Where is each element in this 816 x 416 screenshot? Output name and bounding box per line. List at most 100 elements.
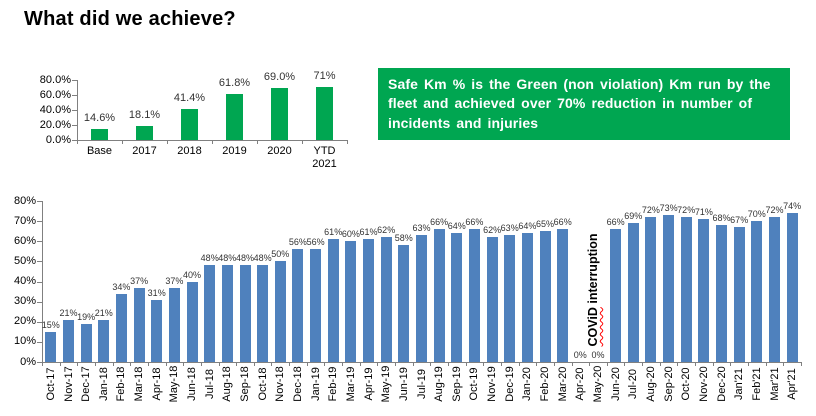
x-axis-label: Oct-17	[44, 367, 57, 401]
x-axis-label: Dec-19	[503, 366, 516, 402]
bar-value-label: 66%	[553, 217, 572, 228]
x-axis-label: Apr'21	[786, 368, 799, 400]
x-axis-label: Jan-19	[309, 367, 322, 401]
x-axis-label: Mar-20	[556, 366, 569, 402]
annual-safe-km-chart: 0.0% 20.0% 40.0% 60.0% 80.0% 14.6% Base 18.1% 20…	[30, 64, 360, 182]
x-axis-label: May-19	[380, 365, 393, 403]
bar	[645, 217, 657, 362]
callout-box: Safe Km % is the Green (non violation) K…	[378, 68, 790, 140]
x-axis-label: Jan-18	[97, 367, 110, 401]
x-tick	[695, 362, 696, 366]
x-axis-label: Mar-18	[133, 366, 146, 402]
x-tick	[412, 362, 414, 366]
x-tick	[306, 362, 308, 366]
x-axis-label: 2017	[132, 145, 157, 157]
x-axis-label: 2018	[177, 145, 202, 157]
bar	[80, 323, 92, 362]
bar-value-label: 48%	[200, 253, 219, 264]
y-axis-label: 0.0%	[45, 133, 71, 146]
x-tick	[730, 362, 732, 366]
bar-value-label: 34%	[112, 281, 131, 292]
bar-value-label: 66%	[606, 217, 625, 228]
x-axis-label: Nov-19	[486, 366, 499, 402]
y-axis-label: 70%	[13, 214, 36, 227]
x-tick	[77, 362, 79, 366]
bar-value-label: 63%	[412, 223, 431, 234]
x-tick	[130, 362, 132, 366]
bar-value-label: 41.4%	[173, 92, 206, 104]
x-axis-label: May-18	[168, 365, 181, 403]
x-tick	[147, 362, 149, 366]
covid-annotation: COViD interruption	[586, 233, 601, 347]
x-tick	[589, 362, 591, 366]
x-axis-label: Jun-18	[186, 367, 198, 401]
bar-value-label: 64%	[447, 221, 466, 232]
bar-value-label: 60%	[341, 229, 360, 240]
bar	[226, 93, 243, 140]
bar-value-label: 73%	[659, 203, 678, 214]
x-tick	[302, 140, 303, 144]
y-axis-label: 80%	[13, 194, 36, 207]
bar	[751, 221, 763, 362]
y-axis-line	[42, 201, 43, 362]
y-tick	[37, 321, 42, 323]
bar	[115, 293, 127, 362]
x-tick	[200, 362, 202, 366]
bar-value-label: 14.6%	[83, 112, 116, 124]
bar	[433, 229, 445, 362]
bar-value-label: 21%	[59, 307, 78, 318]
y-axis-label: 30%	[13, 295, 36, 308]
bar-value-label: 58%	[394, 233, 413, 244]
bar-value-label: 72%	[677, 205, 696, 216]
x-axis-label: Oct-20	[680, 367, 693, 401]
bar-value-label: 0%	[591, 350, 605, 360]
bar-value-label: 18.1%	[128, 109, 161, 122]
y-axis-label: 40%	[13, 275, 36, 287]
x-axis-label: Feb-20	[539, 366, 551, 402]
bar-value-label: 37%	[130, 275, 149, 286]
bar	[151, 299, 163, 362]
x-tick	[167, 140, 168, 144]
y-axis-label: 40.0%	[39, 103, 71, 116]
bar	[310, 249, 322, 362]
bar	[239, 265, 251, 362]
bar	[136, 126, 153, 140]
x-tick	[59, 362, 61, 366]
bar	[168, 287, 180, 362]
y-axis-line	[77, 80, 78, 140]
bar-value-label: 61%	[359, 227, 378, 238]
y-tick	[37, 301, 42, 303]
bar-value-label: 37%	[165, 275, 184, 286]
x-tick	[395, 362, 396, 366]
x-tick	[430, 362, 432, 366]
bar	[486, 237, 498, 362]
bar-value-label: 66%	[465, 217, 484, 228]
bar	[316, 86, 333, 141]
x-axis-label: Jan-20	[521, 367, 534, 401]
bar	[327, 239, 339, 362]
bar-value-label: 63%	[500, 223, 519, 234]
x-tick	[122, 140, 123, 144]
bar	[733, 227, 745, 362]
bar	[271, 88, 288, 141]
x-axis-label: Oct-18	[256, 367, 269, 401]
monthly-safe-km-chart: 0% 10% 20% 30% 40% 50% 60% 70% 80% 15% Oct-17 21% No…	[10, 190, 810, 416]
y-tick	[72, 95, 77, 96]
x-axis-label: Sep-20	[662, 366, 675, 402]
bar-value-label: 67%	[730, 215, 749, 226]
bar-value-label: 70%	[747, 209, 766, 220]
x-axis-label: Aug-18	[221, 366, 234, 402]
bar	[504, 235, 516, 362]
y-axis-label: 0%	[20, 355, 36, 368]
y-tick	[72, 80, 77, 81]
y-tick	[37, 281, 42, 283]
bar	[398, 245, 410, 362]
x-tick	[571, 362, 573, 366]
callout-text: Safe Km % is the Green (non violation) K…	[388, 76, 771, 131]
x-axis-label: Oct-19	[468, 367, 481, 401]
x-tick	[112, 362, 114, 366]
bar	[627, 223, 639, 362]
bar-value-label: 69%	[624, 211, 643, 222]
bar-value-label: 19%	[77, 311, 96, 322]
